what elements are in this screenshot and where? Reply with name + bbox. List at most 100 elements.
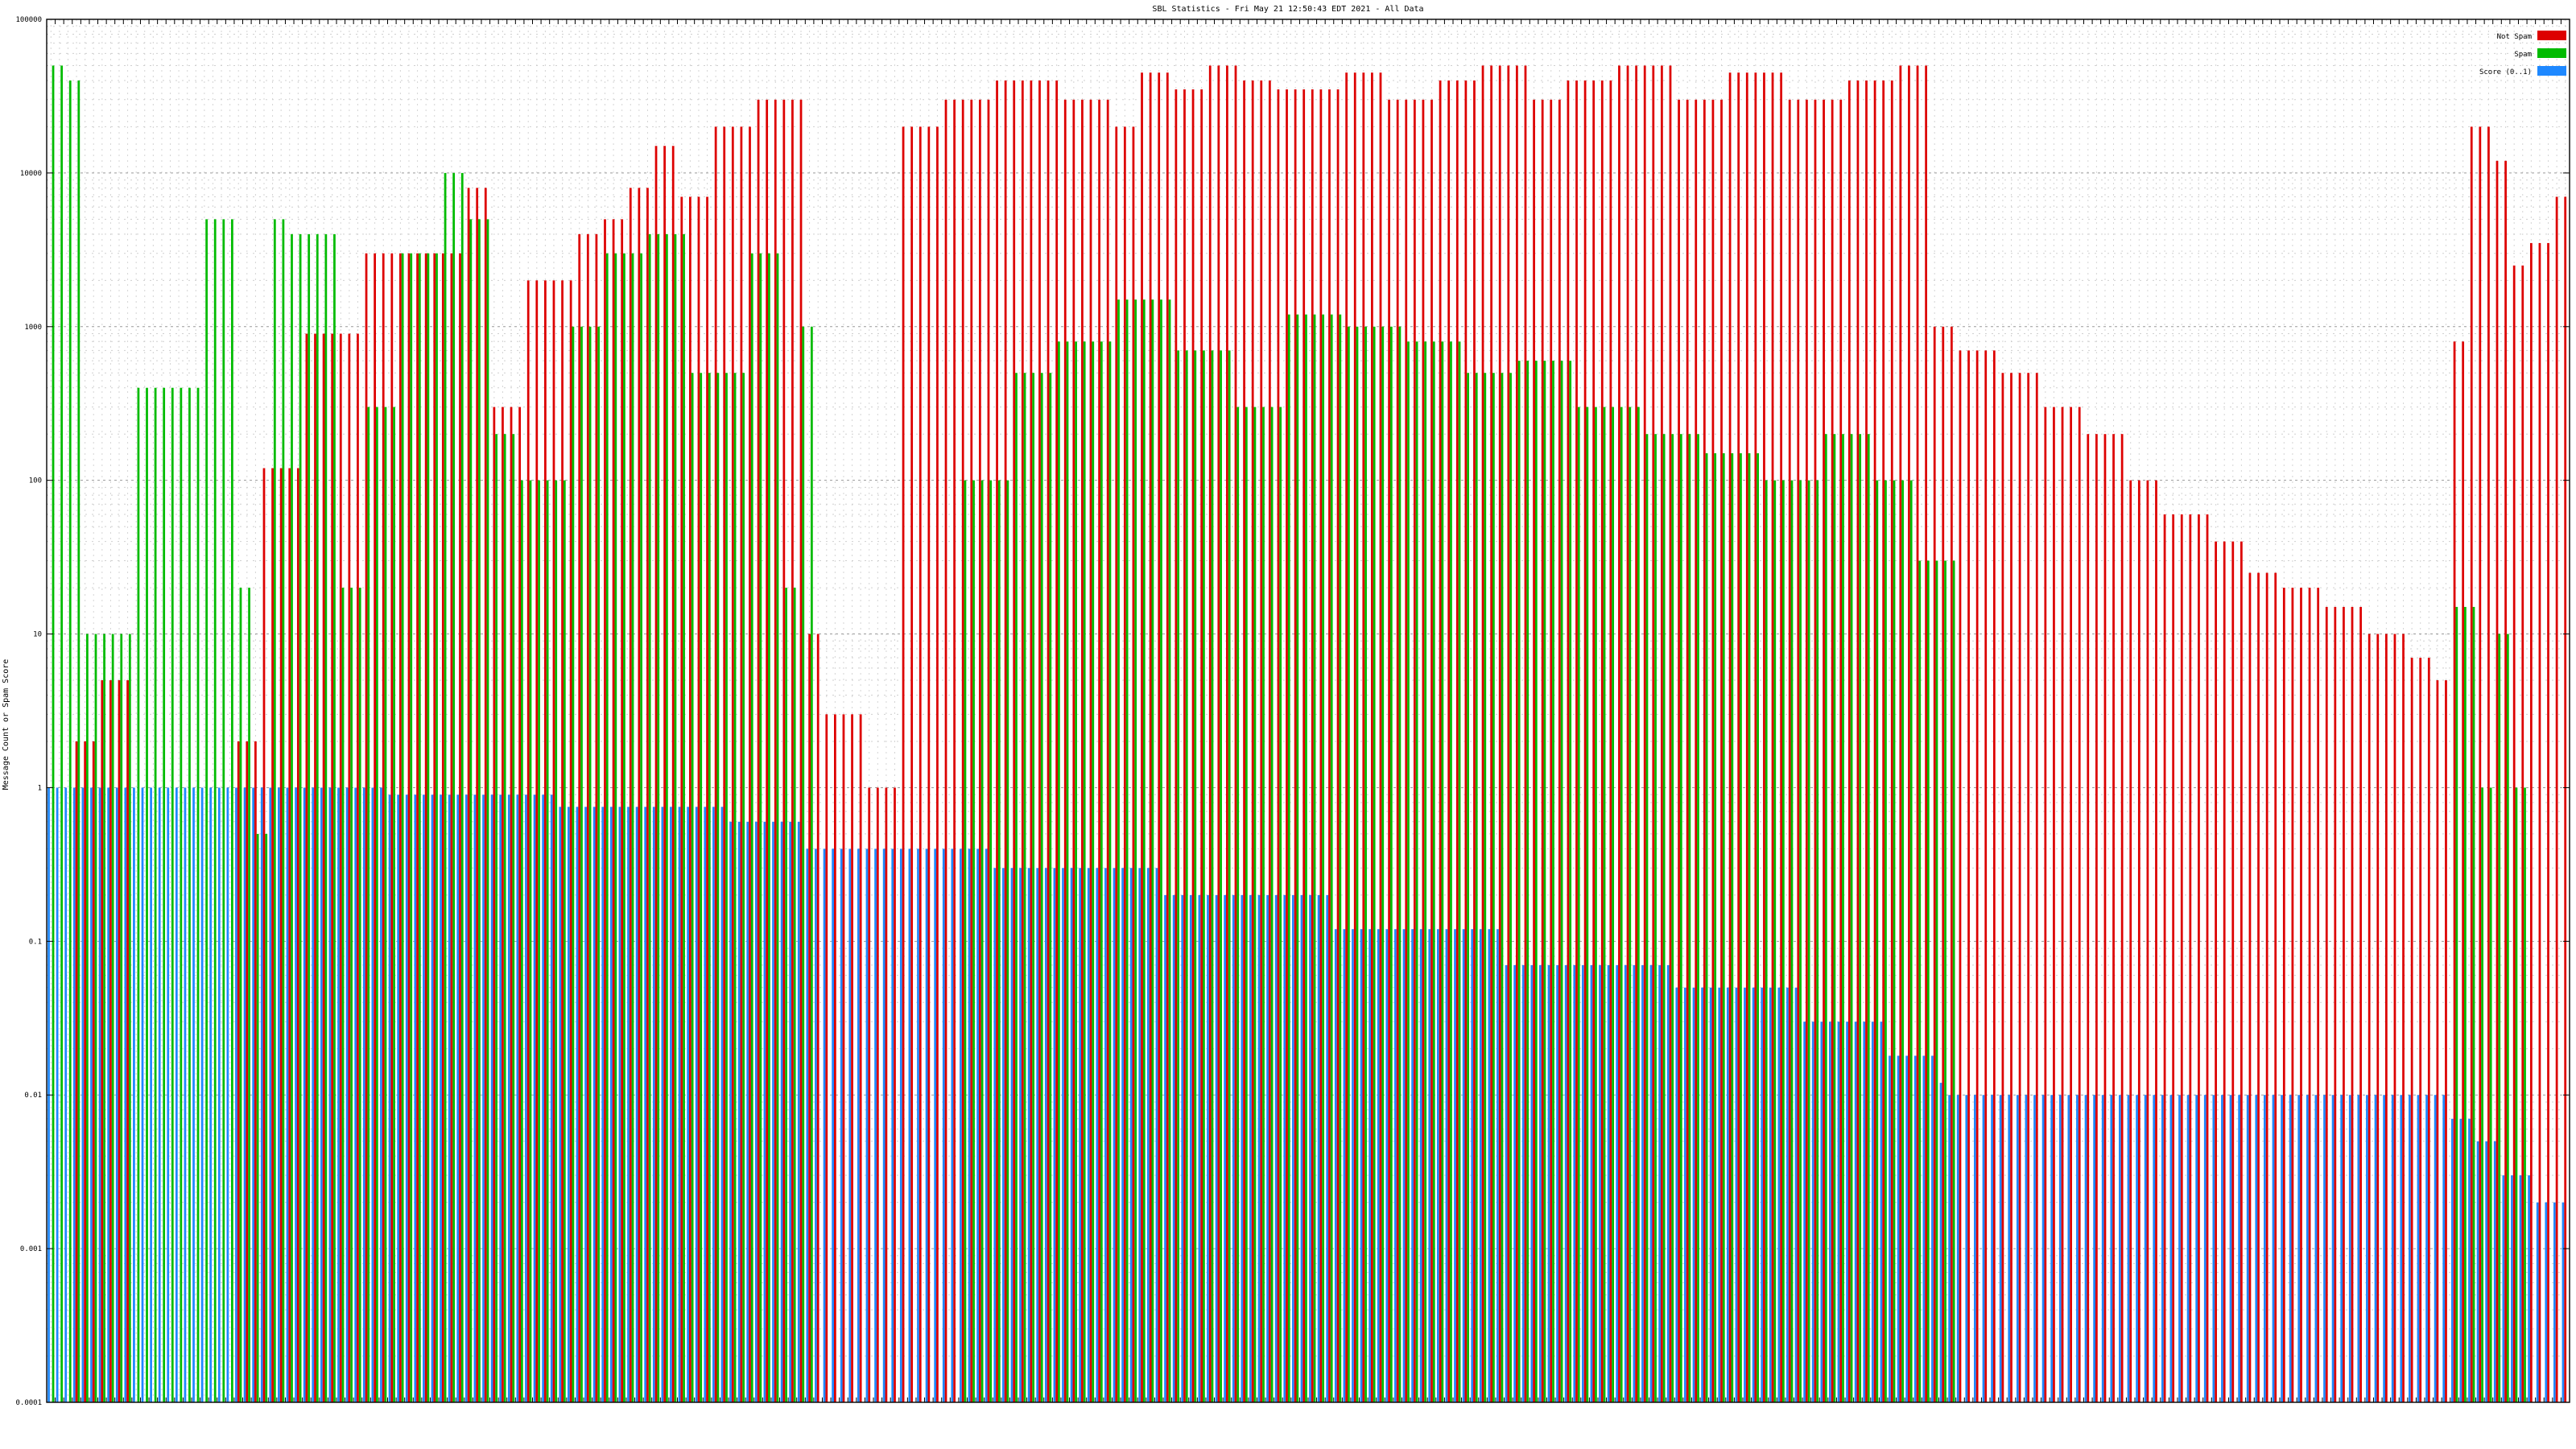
score-bar bbox=[1922, 1055, 1926, 1402]
not-spam-bar bbox=[1345, 72, 1348, 1402]
score-bar bbox=[1880, 1022, 1883, 1402]
score-bar bbox=[815, 848, 817, 1402]
spam-bar bbox=[1560, 361, 1563, 1403]
score-bar bbox=[2468, 1118, 2471, 1402]
score-bar bbox=[320, 787, 323, 1402]
not-spam-bar bbox=[1208, 65, 1212, 1403]
spam-bar bbox=[282, 219, 285, 1402]
not-spam-bar bbox=[1575, 80, 1578, 1403]
score-bar bbox=[1709, 987, 1712, 1402]
y-tick-label: 100 bbox=[29, 477, 42, 485]
score-bar bbox=[1573, 964, 1576, 1402]
spam-bar bbox=[512, 434, 515, 1402]
score-bar bbox=[618, 807, 621, 1402]
not-spam-bar bbox=[118, 680, 121, 1402]
chart-title: SBL Statistics - Fri May 21 12:50:43 EDT… bbox=[1152, 5, 1423, 14]
spam-bar bbox=[1049, 373, 1052, 1402]
not-spam-bar bbox=[1183, 89, 1186, 1402]
score-bar bbox=[1283, 894, 1286, 1402]
spam-bar bbox=[103, 634, 105, 1402]
score-bar bbox=[243, 787, 246, 1402]
spam-bar bbox=[1757, 453, 1759, 1403]
score-bar bbox=[1556, 964, 1558, 1402]
spam-bar bbox=[1475, 373, 1478, 1402]
not-spam-bar bbox=[2436, 680, 2439, 1402]
not-spam-bar bbox=[1951, 326, 1953, 1402]
spam-bar bbox=[1492, 373, 1495, 1402]
not-spam-bar bbox=[842, 714, 845, 1402]
score-bar bbox=[592, 807, 596, 1402]
not-spam-bar bbox=[782, 99, 786, 1402]
score-bar bbox=[1649, 964, 1653, 1402]
not-spam-bar bbox=[2496, 160, 2499, 1403]
not-spam-bar bbox=[919, 126, 922, 1402]
spam-bar bbox=[563, 480, 566, 1402]
spam-bar bbox=[1714, 453, 1717, 1403]
spam-bar bbox=[393, 407, 395, 1403]
not-spam-bar bbox=[894, 787, 896, 1402]
score-bar bbox=[158, 787, 161, 1402]
score-bar bbox=[934, 848, 937, 1402]
not-spam-bar bbox=[2351, 606, 2354, 1402]
score-bar bbox=[2366, 1095, 2368, 1402]
score-bar bbox=[81, 787, 85, 1402]
not-spam-bar bbox=[1984, 350, 1988, 1403]
score-bar bbox=[2161, 1095, 2164, 1402]
not-spam-bar bbox=[1379, 72, 1382, 1402]
spam-bar bbox=[188, 387, 191, 1402]
not-spam-bar bbox=[944, 99, 947, 1402]
score-bar bbox=[2076, 1095, 2079, 1402]
y-tick-label: 10 bbox=[33, 631, 42, 639]
score-bar bbox=[507, 795, 510, 1402]
spam-bar bbox=[1645, 434, 1649, 1402]
score-bar bbox=[1744, 987, 1746, 1402]
score-bar bbox=[1224, 894, 1227, 1402]
score-bar bbox=[968, 848, 971, 1402]
score-bar bbox=[857, 848, 860, 1402]
spam-bar bbox=[1807, 480, 1810, 1402]
score-bar bbox=[1189, 894, 1192, 1402]
score-bar bbox=[2476, 1141, 2479, 1402]
not-spam-bar bbox=[544, 280, 547, 1403]
not-spam-bar bbox=[2163, 514, 2166, 1402]
not-spam-bar bbox=[1600, 80, 1604, 1403]
spam-bar bbox=[1748, 453, 1751, 1403]
score-bar bbox=[2348, 1095, 2351, 1402]
score-bar bbox=[908, 848, 911, 1402]
not-spam-bar bbox=[621, 219, 624, 1402]
not-spam-bar bbox=[1405, 99, 1408, 1402]
not-spam-bar bbox=[510, 407, 513, 1403]
not-spam-bar bbox=[467, 188, 470, 1402]
spam-bar bbox=[1330, 314, 1333, 1402]
spam-bar bbox=[1833, 434, 1836, 1402]
y-tick-label: 10000 bbox=[20, 170, 42, 178]
score-bar bbox=[72, 787, 76, 1402]
spam-bar bbox=[248, 588, 250, 1402]
score-bar bbox=[806, 848, 809, 1402]
not-spam-bar bbox=[2343, 606, 2345, 1402]
spam-bar bbox=[1389, 326, 1393, 1402]
spam-bar bbox=[1918, 560, 1922, 1402]
spam-bar bbox=[1603, 407, 1606, 1403]
spam-bar bbox=[1705, 453, 1708, 1403]
not-spam-bar bbox=[296, 468, 299, 1403]
not-spam-bar bbox=[1763, 72, 1765, 1402]
not-spam-bar bbox=[1916, 65, 1919, 1403]
not-spam-bar bbox=[961, 99, 964, 1402]
not-spam-bar bbox=[2368, 634, 2371, 1402]
spam-bar bbox=[1407, 341, 1410, 1402]
spam-bar bbox=[1296, 314, 1299, 1402]
score-bar bbox=[687, 807, 690, 1402]
score-bar bbox=[899, 848, 902, 1402]
score-bar bbox=[371, 787, 374, 1402]
score-bar bbox=[1913, 1055, 1917, 1402]
score-bar bbox=[985, 848, 988, 1402]
not-spam-bar bbox=[441, 253, 444, 1402]
not-spam-bar bbox=[2512, 265, 2516, 1403]
spam-bar bbox=[1305, 314, 1307, 1402]
not-spam-bar bbox=[654, 146, 658, 1402]
not-spam-bar bbox=[1413, 99, 1416, 1402]
score-bar bbox=[1070, 868, 1073, 1402]
not-spam-bar bbox=[416, 253, 419, 1402]
spam-bar bbox=[1441, 341, 1444, 1402]
